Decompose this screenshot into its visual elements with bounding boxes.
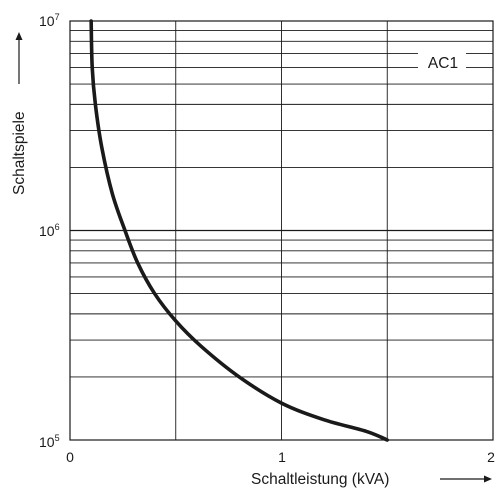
y-axis-title: Schaltspiele: [11, 111, 28, 195]
legend-label: AC1: [428, 55, 458, 72]
x-axis-arrow-icon: [440, 475, 492, 483]
y-axis-arrow-icon: [15, 32, 23, 84]
x-axis-title: Schaltleistung (kVA): [251, 471, 389, 488]
plot-frame: [69, 20, 494, 441]
series-line: [89, 19, 390, 442]
y-tick-label: 107: [39, 12, 60, 29]
grid: [70, 21, 493, 440]
x-tick-label: 1: [278, 449, 286, 465]
x-tick-label: 0: [66, 449, 74, 465]
legend-label-bg: [418, 52, 466, 72]
y-tick-label: 105: [39, 433, 60, 450]
y-tick-label: 106: [39, 222, 60, 239]
x-tick-label: 2: [487, 449, 495, 465]
